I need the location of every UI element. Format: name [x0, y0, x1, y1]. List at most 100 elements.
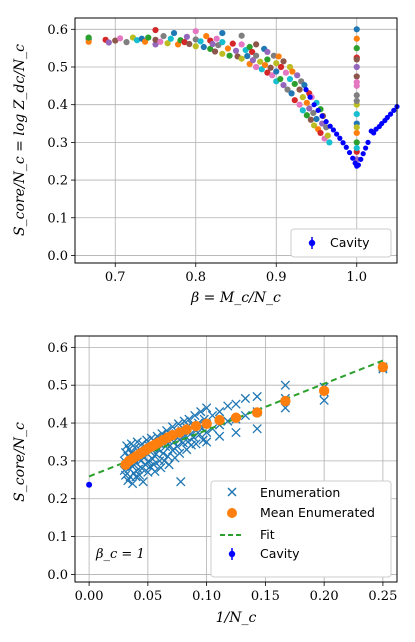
enumeration-cross-stroke — [201, 437, 212, 447]
mean-point — [214, 414, 225, 426]
cavity-point — [319, 113, 325, 119]
mean-point — [280, 395, 291, 407]
enumeration-point — [167, 35, 174, 42]
enumeration-point — [252, 424, 262, 434]
enumeration-point — [296, 86, 303, 93]
cavity-point — [327, 123, 333, 129]
bottom-legend: Enumeration Mean Enumerated Fit Cavity — [210, 480, 392, 578]
enumeration-cross-stroke — [231, 427, 241, 438]
enumeration-point — [264, 48, 271, 56]
cavity-point — [86, 481, 93, 488]
top-x-tick-label: 0.7 — [105, 270, 126, 285]
enumeration-point — [226, 52, 233, 59]
cavity-point — [303, 87, 309, 93]
enumeration-point — [152, 41, 159, 48]
top-axes-frame — [74, 17, 398, 264]
top-x-tick-label: 0.8 — [185, 270, 206, 285]
top-x-axis-label: β = M_c/N_c — [190, 290, 281, 306]
enumeration-point — [267, 64, 274, 71]
enumeration-point — [156, 463, 166, 473]
enumeration-point — [229, 40, 236, 47]
top-y-tick-label: 0.1 — [47, 211, 68, 226]
cavity-point — [334, 131, 340, 137]
enumeration-point — [232, 47, 240, 54]
bot-y-tick-label: 0.2 — [47, 492, 68, 507]
enumeration-point — [201, 427, 212, 438]
enumeration-point — [353, 45, 360, 52]
enumeration-point — [284, 86, 291, 93]
enumeration-cross-stroke — [169, 437, 179, 447]
enumeration-point — [289, 68, 296, 75]
enumeration-point — [273, 60, 280, 67]
enumeration-point — [324, 132, 331, 139]
enumeration-cross-stroke — [150, 466, 160, 477]
enumeration-cross-stroke — [196, 407, 206, 417]
mean-point — [201, 418, 212, 430]
enumeration-point — [249, 48, 256, 56]
mean-point — [377, 361, 389, 373]
top-y-tick-label: 0.6 — [47, 23, 68, 38]
enumeration-point — [164, 40, 171, 47]
enumeration-cross-stroke — [190, 410, 200, 421]
enumeration-point — [145, 34, 152, 41]
enumeration-cross-stroke — [147, 454, 158, 464]
legend-mean-label: Mean Enumerated — [260, 505, 375, 520]
enumeration-point — [200, 43, 207, 51]
top-y-tick-label: 0.5 — [47, 61, 68, 76]
enumeration-point — [176, 477, 186, 487]
legend-cavity-label: Cavity — [260, 546, 300, 561]
enumeration-point — [231, 427, 241, 438]
enumeration-point — [306, 105, 313, 112]
bot-x-tick-label: 0.15 — [251, 589, 280, 604]
enumeration-point — [310, 109, 317, 117]
cavity-point — [384, 114, 390, 121]
bottom-legend-box — [210, 480, 392, 578]
top-legend-box — [290, 228, 392, 258]
enumeration-cross-stroke — [159, 456, 169, 466]
bottom-mean-points — [120, 361, 389, 470]
enumeration-point — [181, 39, 188, 46]
enumeration-point — [299, 94, 306, 101]
cavity-point — [360, 151, 366, 157]
enumeration-point — [192, 28, 199, 35]
enumeration-point — [238, 55, 245, 62]
cavity-point — [337, 135, 343, 141]
enumeration-point — [249, 57, 257, 64]
cavity-point — [365, 139, 371, 145]
enumeration-cross-stroke — [174, 448, 185, 458]
enumeration-point — [257, 58, 264, 65]
enumeration-point — [219, 39, 226, 46]
cavity-point — [387, 111, 394, 117]
enumeration-cross-stroke — [231, 399, 241, 409]
enumeration-point — [213, 35, 220, 42]
enumeration-cross-stroke — [252, 424, 262, 434]
legend-mean-marker — [227, 508, 237, 518]
enumeration-point — [116, 35, 124, 42]
enumeration-point — [219, 50, 226, 57]
mean-point — [251, 407, 263, 418]
mean-point — [190, 420, 202, 432]
enumeration-point — [152, 36, 159, 43]
enumeration-point — [238, 32, 245, 39]
enumeration-cross-stroke — [240, 393, 251, 404]
cavity-point — [346, 149, 353, 156]
enumeration-point — [219, 29, 226, 37]
enumeration-point — [170, 29, 178, 37]
bot-y-tick-label: 0.6 — [47, 341, 68, 356]
enumeration-point — [280, 81, 287, 89]
enumeration-point — [353, 144, 360, 152]
enumeration-point — [296, 101, 303, 108]
enumeration-point — [238, 41, 245, 48]
enumeration-point — [277, 75, 284, 83]
enumeration-point — [253, 63, 260, 71]
cavity-point — [330, 127, 337, 133]
enumeration-point — [291, 97, 298, 104]
enumeration-point — [288, 90, 295, 97]
enumeration-cross-stroke — [191, 439, 201, 449]
enumeration-cross-stroke — [124, 444, 134, 455]
bot-x-tick-label: 0.05 — [133, 589, 162, 604]
enumeration-point — [275, 53, 282, 60]
enumeration-cross-stroke — [207, 410, 218, 421]
enumeration-point — [147, 454, 158, 464]
enumeration-point — [179, 416, 189, 426]
